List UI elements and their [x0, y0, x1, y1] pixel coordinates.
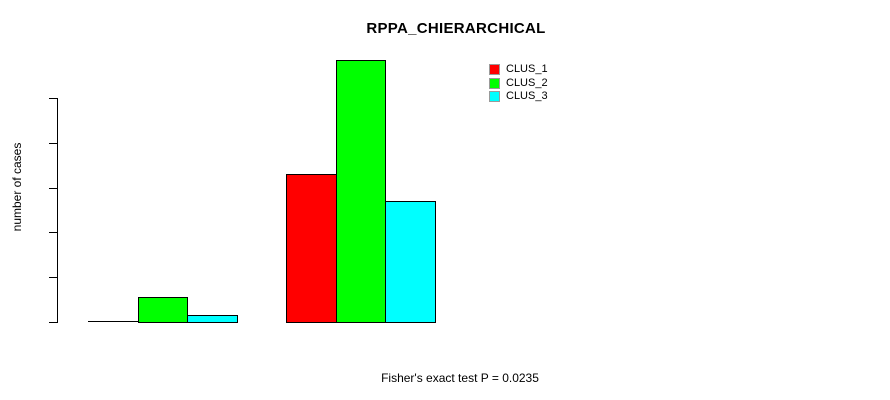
- y-tick: [49, 277, 57, 278]
- legend-swatch-clus-2: [489, 77, 500, 89]
- y-axis-line: [57, 98, 58, 323]
- y-axis-label: number of cases: [10, 142, 24, 232]
- stat-annotation: Fisher's exact test P = 0.0235: [381, 371, 539, 385]
- y-tick: [49, 188, 57, 189]
- legend-item-clus-3: CLUS_3: [489, 90, 548, 104]
- legend-swatch-clus-1: [489, 64, 500, 76]
- legend-swatch-clus-3: [489, 91, 500, 103]
- bar-clus-2-egfr-mutated: [137, 297, 188, 323]
- chart-title: RPPA_CHIERARCHICAL: [366, 20, 546, 37]
- y-tick: [49, 232, 57, 233]
- legend-item-clus-2: CLUS_2: [489, 77, 548, 91]
- bar-clus-3-egfr-mutated: [187, 315, 238, 323]
- bar-clus-3-egfr-wild-type: [385, 201, 436, 323]
- bar-clus-1-egfr-mutated: [88, 321, 139, 322]
- legend-label: CLUS_1: [506, 63, 548, 76]
- legend-label: CLUS_3: [506, 90, 548, 103]
- legend-item-clus-1: CLUS_1: [489, 63, 548, 77]
- bar-clus-2-egfr-wild-type: [335, 60, 386, 323]
- y-tick: [49, 322, 57, 323]
- y-tick: [49, 98, 57, 99]
- y-tick: [49, 143, 57, 144]
- legend-label: CLUS_2: [506, 76, 548, 89]
- legend: CLUS_1 CLUS_2 CLUS_3: [489, 63, 548, 104]
- bar-clus-1-egfr-wild-type: [286, 174, 337, 323]
